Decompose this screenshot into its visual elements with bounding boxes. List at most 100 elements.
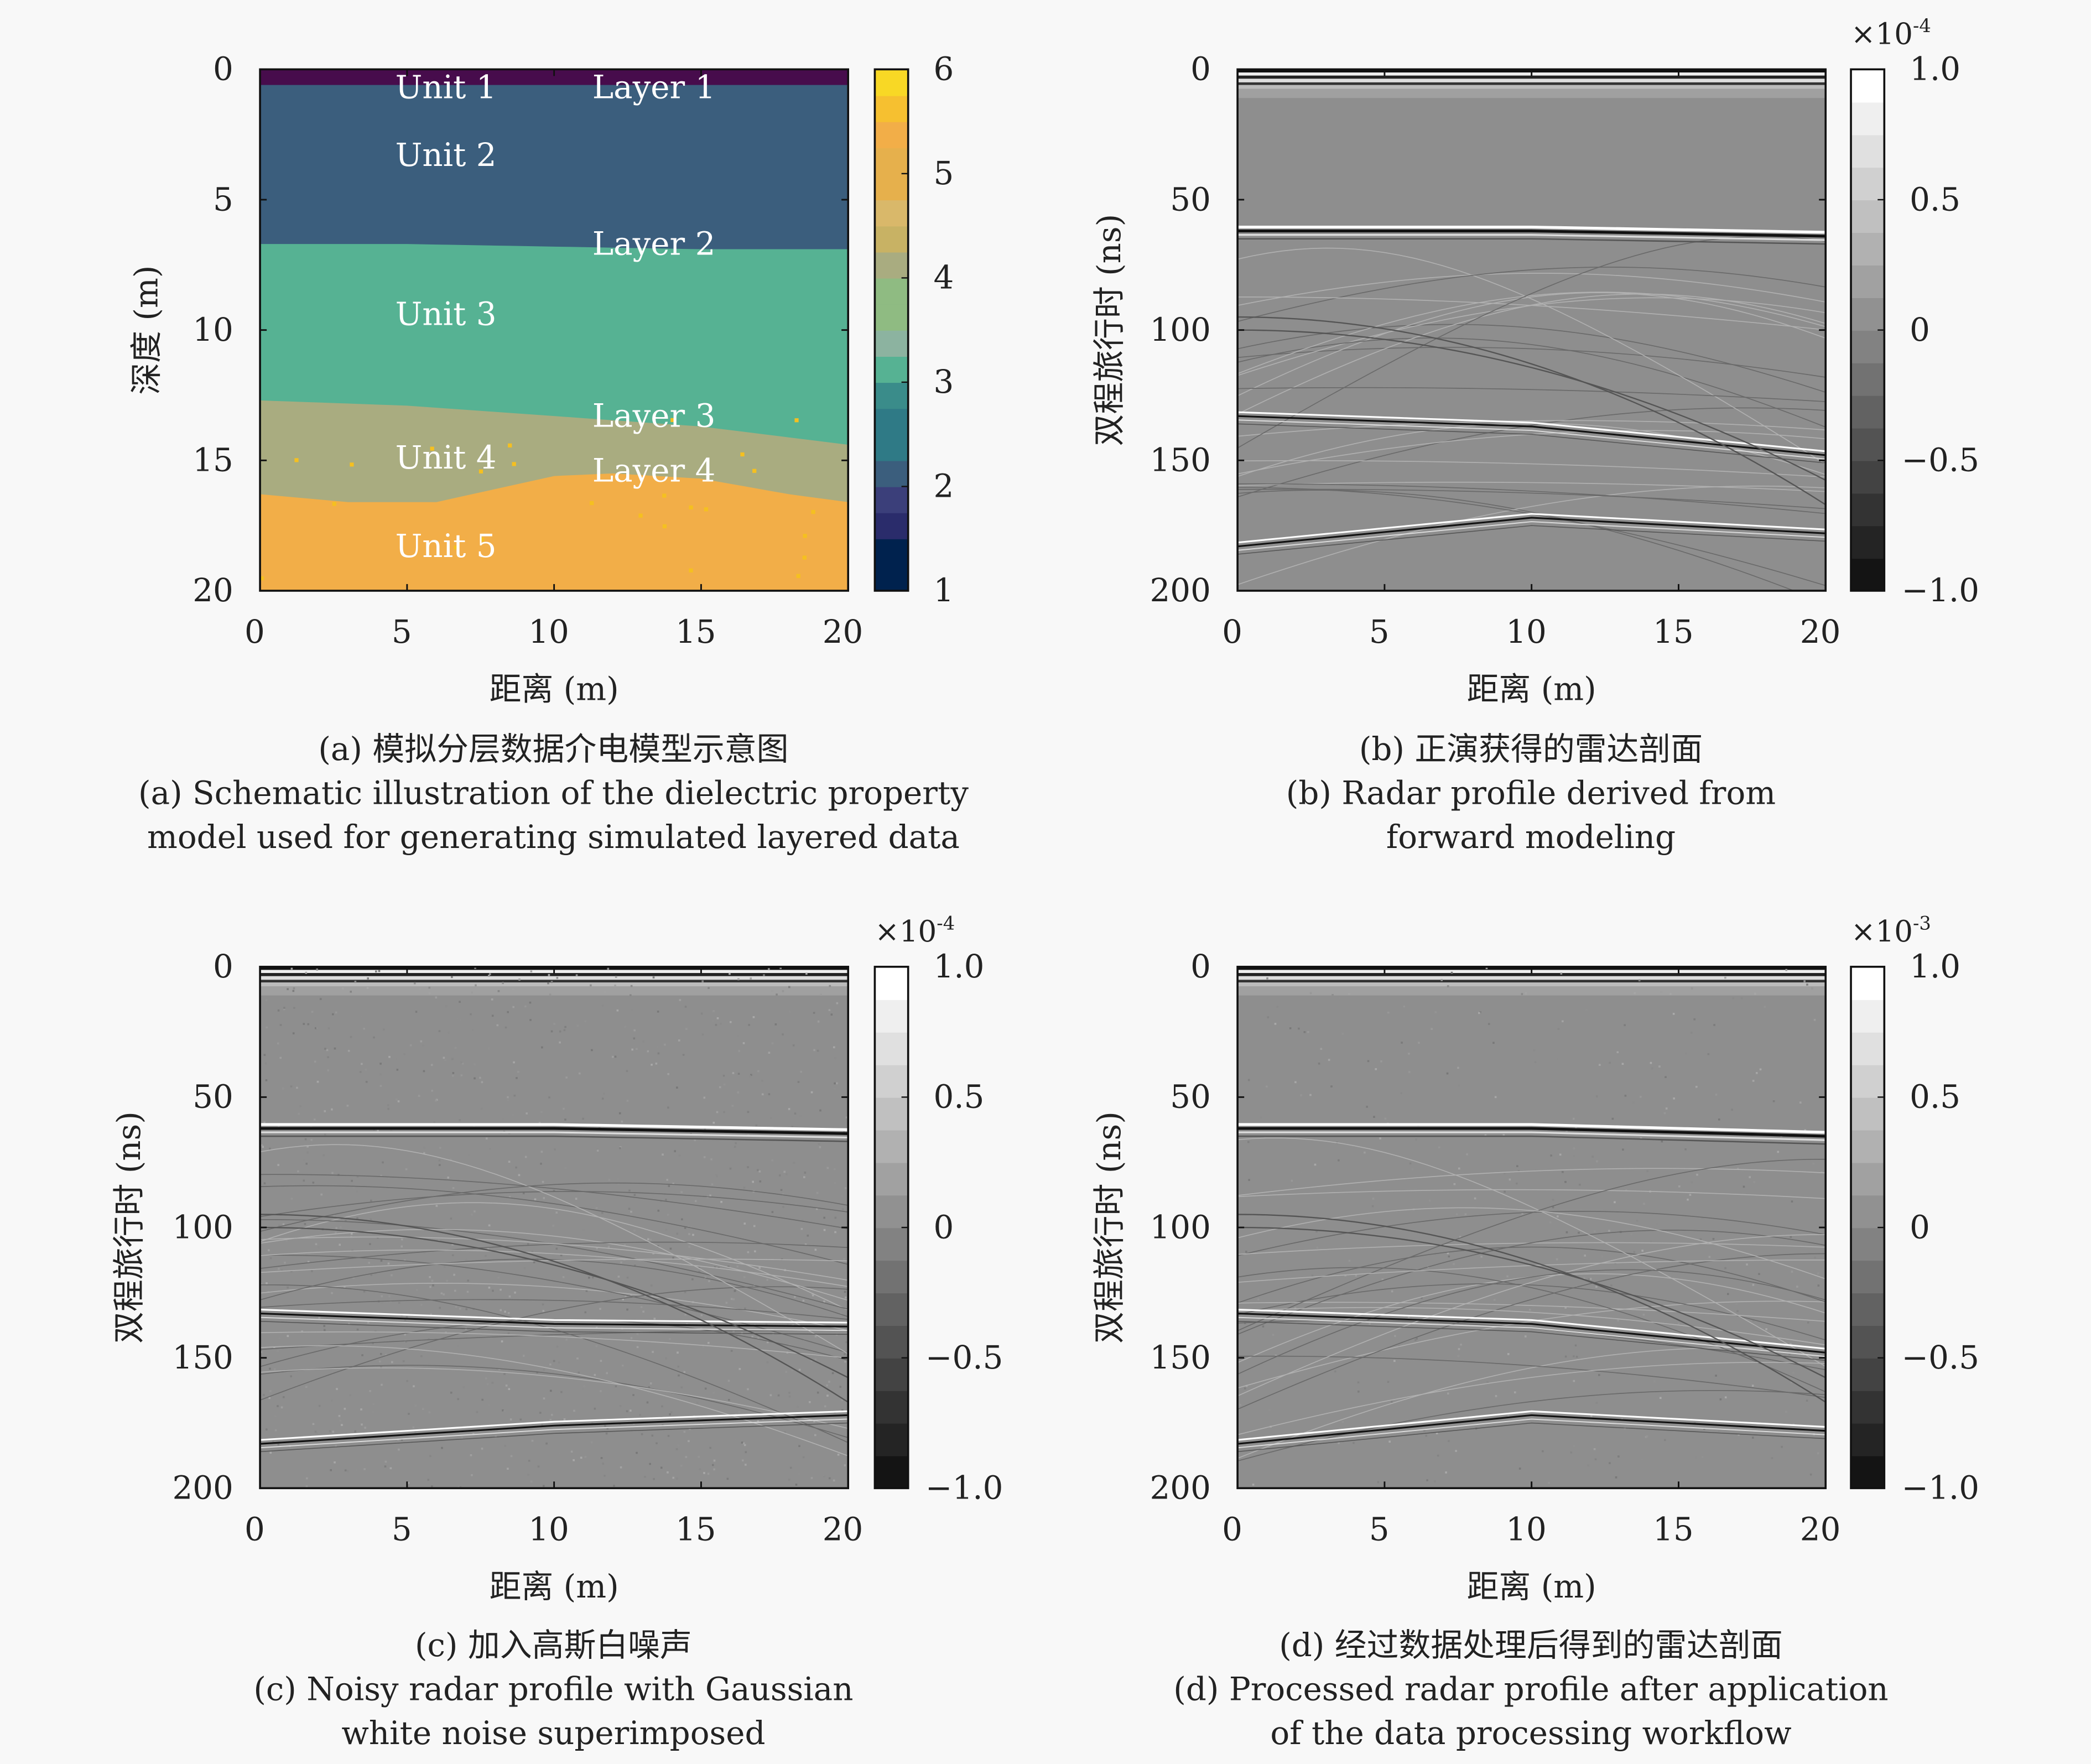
speckle: [689, 568, 693, 573]
noise-pixel: [485, 1255, 487, 1257]
noise-pixel: [540, 1111, 543, 1113]
noise-pixel: [380, 1174, 382, 1177]
colorbar-segment: [1851, 200, 1885, 233]
noise-pixel: [381, 1302, 383, 1304]
noise-pixel: [585, 1289, 588, 1292]
noise-pixel: [552, 1225, 555, 1227]
noise-pixel: [611, 1055, 614, 1058]
x-tick-label: 15: [675, 1510, 716, 1548]
x-tick-label: 15: [675, 613, 716, 651]
noise-pixel: [265, 1079, 268, 1081]
noise-pixel: [841, 1409, 844, 1412]
noise-pixel: [282, 1396, 285, 1398]
noise-pixel: [560, 1419, 563, 1422]
noise-pixel: [488, 1224, 491, 1227]
noise-pixel: [278, 1268, 280, 1270]
colorbar-segment: [1851, 1195, 1885, 1229]
noise-pixel: [630, 1294, 632, 1297]
noise-pixel: [361, 1063, 363, 1065]
noise-pixel: [274, 1415, 277, 1418]
noise-pixel: [389, 1467, 392, 1470]
noise-pixel: [1742, 1185, 1745, 1188]
noise-pixel: [444, 1159, 446, 1162]
noise-pixel: [563, 1107, 565, 1110]
noise-pixel: [474, 1210, 476, 1213]
noise-pixel: [405, 1316, 408, 1318]
noise-pixel: [1495, 1395, 1497, 1397]
noise-pixel: [428, 1338, 430, 1340]
plot-area: [260, 966, 849, 1489]
noise-pixel: [429, 1276, 431, 1278]
noise-pixel: [354, 1430, 357, 1433]
reflection-arc: [1237, 1226, 1826, 1378]
noise-pixel: [279, 1024, 282, 1026]
noise-pixel: [507, 1011, 509, 1013]
noise-pixel: [844, 1187, 847, 1189]
noise-pixel: [428, 992, 431, 995]
noise-pixel: [263, 1182, 266, 1185]
noise-pixel: [626, 1276, 629, 1279]
noise-pixel: [788, 1479, 790, 1481]
noise-pixel: [331, 1399, 333, 1402]
noise-pixel: [738, 1411, 741, 1413]
noise-pixel: [604, 991, 606, 993]
noise-pixel: [324, 1329, 326, 1331]
reflection-arc: [260, 1214, 849, 1403]
noise-pixel: [758, 1170, 761, 1173]
noise-pixel: [596, 1149, 599, 1152]
noise-pixel: [837, 1305, 839, 1307]
colorbar-segment: [875, 538, 908, 566]
diffraction-curve: [260, 1299, 849, 1320]
noise-pixel: [1573, 1147, 1575, 1149]
noise-pixel: [656, 1442, 658, 1445]
noise-pixel: [505, 1385, 508, 1387]
noise-pixel: [284, 1261, 286, 1264]
noise-pixel: [732, 1298, 735, 1300]
colorbar-segment: [875, 356, 908, 383]
noise-pixel: [626, 1070, 628, 1073]
noise-pixel: [1669, 993, 1672, 995]
noise-pixel: [667, 1214, 669, 1216]
noise-pixel: [644, 1476, 646, 1478]
noise-pixel: [315, 1432, 318, 1434]
noise-pixel: [1338, 1159, 1340, 1162]
noise-pixel: [647, 1392, 649, 1394]
noise-pixel: [757, 1420, 760, 1423]
reflection-1: [1237, 230, 1826, 238]
noise-pixel: [709, 1446, 711, 1449]
noise-pixel: [1446, 1072, 1449, 1075]
y-tick-label: 200: [172, 1469, 233, 1507]
colorbar-tick-label: −1.0: [1902, 571, 1979, 609]
noise-pixel: [1640, 1096, 1642, 1098]
noise-pixel: [1485, 967, 1488, 969]
speckle: [670, 418, 675, 423]
noise-pixel: [485, 1137, 488, 1139]
noise-pixel: [1642, 1313, 1645, 1316]
noise-pixel: [1724, 1267, 1726, 1269]
noise-pixel: [457, 1486, 460, 1489]
reflection-1: [260, 1127, 849, 1135]
noise-pixel: [323, 1325, 326, 1327]
noise-pixel: [470, 1013, 472, 1016]
noise-pixel: [507, 1312, 510, 1314]
noise-pixel: [1735, 1303, 1738, 1305]
noise-pixel: [649, 1463, 651, 1465]
noise-pixel: [1492, 1042, 1495, 1044]
noise-pixel: [1687, 1198, 1689, 1201]
noise-pixel: [707, 1472, 710, 1475]
noise-pixel: [1561, 1020, 1564, 1023]
noise-pixel: [522, 1355, 525, 1357]
noise-pixel: [1448, 1440, 1450, 1442]
noise-pixel: [814, 1358, 817, 1361]
noise-pixel: [404, 1333, 406, 1336]
direct-wave-band: [1237, 82, 1826, 85]
noise-pixel: [791, 1369, 794, 1372]
noise-pixel: [441, 1446, 443, 1449]
reflection-2: [1237, 1320, 1826, 1361]
noise-pixel: [675, 1448, 678, 1450]
noise-pixel: [564, 1026, 566, 1028]
noise-pixel: [841, 1399, 844, 1401]
noise-pixel: [1367, 1060, 1370, 1063]
noise-pixel: [623, 1244, 626, 1246]
speckle: [508, 443, 512, 447]
